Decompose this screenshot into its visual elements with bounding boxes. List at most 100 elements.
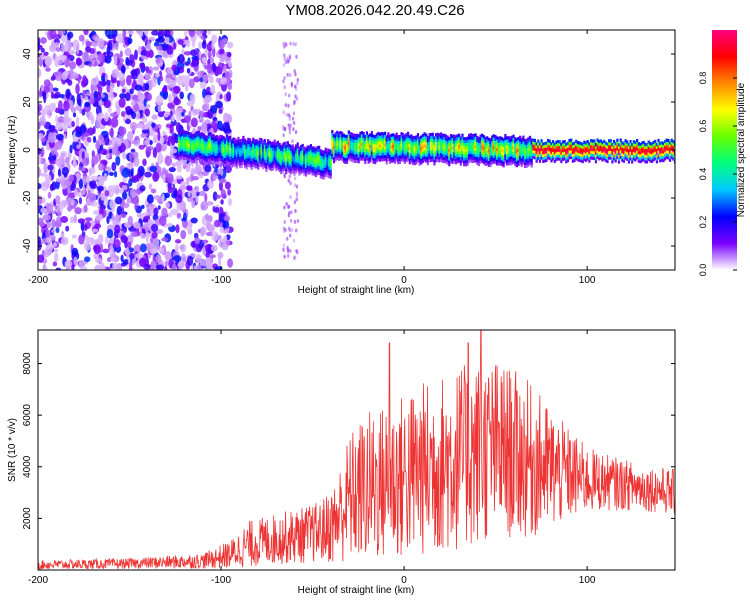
spectrogram-cell bbox=[332, 139, 336, 144]
spectrogram-cell bbox=[217, 161, 220, 165]
spectrogram-cell bbox=[402, 156, 405, 160]
spectrogram-cell bbox=[611, 157, 614, 161]
spectrogram-cell bbox=[220, 149, 224, 153]
spectrogram-cell bbox=[215, 161, 219, 165]
spectrogram-cell bbox=[380, 137, 383, 141]
spectrogram-cell bbox=[70, 106, 77, 113]
spectrogram-cell bbox=[624, 153, 627, 157]
spectrogram-cell bbox=[301, 166, 304, 171]
spectrogram-cell bbox=[461, 159, 464, 163]
spectrogram-cell bbox=[667, 147, 670, 151]
spectrogram-cell bbox=[489, 149, 492, 153]
spectrogram-cell bbox=[324, 159, 327, 163]
spectrogram-cell bbox=[150, 223, 159, 233]
spectrogram-cell bbox=[495, 142, 499, 146]
spectrogram-cell bbox=[109, 112, 118, 118]
spectrogram-cell bbox=[481, 153, 484, 158]
spectrogram-cell bbox=[487, 160, 490, 164]
spectrogram-cell bbox=[571, 145, 574, 149]
spectrogram-cell bbox=[467, 154, 471, 158]
spectrogram-cell bbox=[349, 146, 352, 150]
spectrogram-cell bbox=[276, 146, 280, 150]
spectrogram-cell bbox=[380, 134, 383, 139]
spectrogram-cell bbox=[565, 148, 568, 152]
spectrogram-cell bbox=[311, 152, 314, 156]
spectrogram-cell bbox=[98, 213, 103, 221]
spectrogram-cell bbox=[403, 157, 406, 161]
spectrogram-cells bbox=[38, 30, 675, 270]
spectrogram-cell bbox=[472, 139, 476, 143]
spectrogram-cell bbox=[464, 154, 467, 158]
spectrogram-cell bbox=[339, 139, 342, 143]
spectrogram-cell bbox=[624, 142, 627, 146]
spectrogram-cell bbox=[298, 158, 301, 162]
spectrogram-cell bbox=[196, 145, 199, 149]
spectrogram-cell bbox=[306, 162, 309, 166]
spectrogram-cell bbox=[632, 145, 635, 150]
spectrogram-cell bbox=[548, 148, 551, 152]
spectrogram-cell bbox=[449, 139, 453, 143]
spectrogram-cell bbox=[299, 165, 303, 169]
spectrogram-cell bbox=[670, 147, 673, 151]
spectrogram-cell bbox=[288, 143, 291, 148]
spectrogram-cell bbox=[342, 150, 345, 155]
spectrogram-cell bbox=[309, 169, 313, 174]
spectrogram-cell bbox=[63, 109, 69, 120]
spectrogram-cell bbox=[284, 227, 287, 232]
spectrogram-cell bbox=[207, 155, 210, 159]
spectrogram-cell bbox=[184, 142, 187, 146]
spectrogram-cell bbox=[355, 142, 359, 146]
spectrogram-cell bbox=[517, 145, 520, 149]
spectrogram-cell bbox=[199, 149, 202, 154]
spectrogram-cell bbox=[191, 153, 194, 157]
spectrogram-cell bbox=[390, 145, 393, 149]
spectrogram-cell bbox=[472, 136, 476, 140]
spectrogram-cell bbox=[515, 146, 518, 150]
spectrogram-cell bbox=[284, 103, 287, 108]
spectrogram-cell bbox=[486, 153, 489, 157]
spectrogram-cell bbox=[311, 169, 314, 173]
x-tick-label: 0 bbox=[401, 575, 407, 586]
spectrogram-cell bbox=[280, 156, 283, 160]
spectrogram-cell bbox=[270, 156, 273, 160]
spectrogram-cell bbox=[192, 157, 196, 161]
spectrogram-cell bbox=[469, 147, 472, 151]
spectrogram-cell bbox=[487, 146, 490, 150]
spectrogram-cell bbox=[268, 160, 271, 165]
spectrogram-cell bbox=[438, 156, 441, 160]
spectrogram-cell bbox=[565, 154, 568, 158]
spectrogram-cell bbox=[51, 229, 57, 234]
spectrogram-cell bbox=[339, 131, 342, 135]
spectrogram-cell bbox=[369, 156, 372, 160]
spectrogram-cell bbox=[471, 157, 474, 161]
spectrogram-cell bbox=[463, 139, 466, 144]
spectrogram-cell bbox=[584, 152, 588, 157]
spectrogram-cell bbox=[355, 153, 359, 158]
spectrogram-cell bbox=[178, 147, 181, 152]
spectrogram-cell bbox=[76, 191, 84, 198]
spectrogram-cell bbox=[211, 40, 215, 50]
spectrogram-cell bbox=[80, 221, 85, 232]
spectrogram-cell bbox=[294, 130, 298, 135]
spectrogram-cell bbox=[346, 151, 349, 156]
spectrogram-cell bbox=[507, 162, 510, 166]
spectrogram-cell bbox=[260, 164, 263, 168]
spectrogram-cell bbox=[379, 144, 382, 148]
spectrogram-cell bbox=[377, 134, 380, 138]
spectrogram-cell bbox=[438, 147, 441, 151]
spectrogram-cell bbox=[504, 136, 507, 141]
spectrogram-cell bbox=[477, 148, 481, 152]
spectrogram-cell bbox=[270, 150, 273, 154]
spectrogram-cell bbox=[611, 160, 614, 164]
spectrogram-cell bbox=[60, 42, 65, 53]
spectrogram-cell bbox=[634, 140, 637, 145]
spectrogram-cell bbox=[377, 157, 380, 161]
spectrogram-cell bbox=[550, 144, 553, 149]
spectrogram-cell bbox=[621, 155, 624, 159]
spectrogram-cell bbox=[321, 164, 324, 168]
spectrogram-cell bbox=[60, 199, 69, 206]
spectrogram-cell bbox=[189, 140, 192, 145]
spectrogram-cell bbox=[608, 142, 611, 146]
spectrogram-cell bbox=[316, 160, 319, 164]
spectrogram-cell bbox=[397, 140, 400, 144]
